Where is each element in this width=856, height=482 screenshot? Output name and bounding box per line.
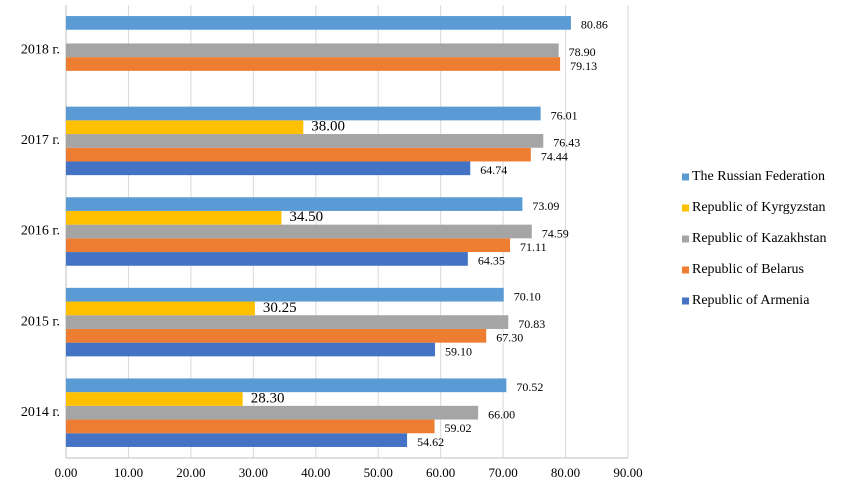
data-label: 71.11 [520, 240, 547, 254]
bar [66, 106, 541, 121]
bar [66, 301, 255, 316]
bar [66, 433, 408, 447]
bar [66, 224, 532, 239]
bar [66, 328, 487, 343]
y-tick-label: 2017 г. [21, 133, 60, 148]
bar [66, 210, 282, 225]
bar [66, 378, 507, 393]
x-tick-label: 40.00 [301, 465, 330, 480]
legend-swatch [682, 266, 689, 274]
data-label: 59.10 [445, 344, 472, 358]
data-label: 67.30 [496, 331, 523, 345]
bar [66, 287, 504, 302]
x-tick-label: 30.00 [239, 465, 268, 480]
legend-label: Republic of Kyrgyzstan [692, 200, 826, 215]
bar [66, 57, 561, 71]
data-label: 74.59 [542, 226, 569, 240]
bar [66, 315, 509, 329]
y-tick-label: 2016 г. [21, 224, 60, 239]
x-tick-label: 0.00 [55, 465, 78, 480]
data-label: 38.00 [311, 119, 345, 135]
bar [66, 252, 468, 266]
bar [66, 16, 571, 30]
x-tick-label: 70.00 [488, 465, 517, 480]
data-label: 74.44 [541, 149, 568, 163]
x-tick-label: 10.00 [114, 465, 143, 480]
legend-swatch [682, 235, 689, 243]
bar [66, 43, 559, 58]
data-label: 80.86 [581, 18, 608, 32]
x-tick-label: 60.00 [426, 465, 455, 480]
legend-label: Republic of Kazakhstan [692, 231, 827, 246]
data-label: 64.35 [478, 254, 505, 268]
bar [66, 161, 471, 176]
bar [66, 342, 436, 357]
data-label: 66.00 [488, 407, 515, 421]
x-tick-label: 20.00 [176, 465, 205, 480]
data-label: 34.50 [289, 209, 323, 225]
bar [66, 405, 479, 420]
data-label: 64.74 [480, 163, 507, 177]
legend-label: The Russian Federation [692, 169, 825, 184]
bar [66, 147, 531, 162]
data-label: 70.10 [514, 289, 541, 303]
legend-label: Republic of Belarus [692, 262, 804, 277]
x-tick-label: 90.00 [613, 465, 642, 480]
data-label: 73.09 [532, 199, 559, 213]
data-label: 28.30 [251, 390, 285, 406]
bar [66, 120, 304, 135]
data-label: 76.01 [551, 108, 578, 122]
data-label: 54.62 [417, 435, 444, 449]
bar [66, 238, 511, 253]
legend-swatch [682, 173, 689, 181]
data-label: 76.43 [553, 136, 580, 150]
legend-label: Republic of Armenia [692, 293, 810, 308]
bar [66, 197, 523, 211]
bar [66, 134, 544, 148]
y-tick-label: 2014 г. [21, 405, 60, 420]
data-label: 59.02 [445, 421, 472, 435]
bar [66, 419, 435, 434]
data-label: 70.83 [518, 317, 545, 331]
x-tick-label: 50.00 [364, 465, 393, 480]
data-label: 79.13 [570, 59, 597, 73]
legend-swatch [682, 204, 689, 212]
data-label: 30.25 [263, 300, 297, 316]
data-label: 78.90 [569, 45, 596, 59]
y-tick-label: 2015 г. [21, 314, 60, 329]
y-tick-label: 2018 г. [21, 43, 60, 58]
bar [66, 392, 243, 406]
data-label: 70.52 [516, 380, 543, 394]
x-tick-label: 80.00 [551, 465, 580, 480]
legend-swatch [682, 297, 689, 305]
